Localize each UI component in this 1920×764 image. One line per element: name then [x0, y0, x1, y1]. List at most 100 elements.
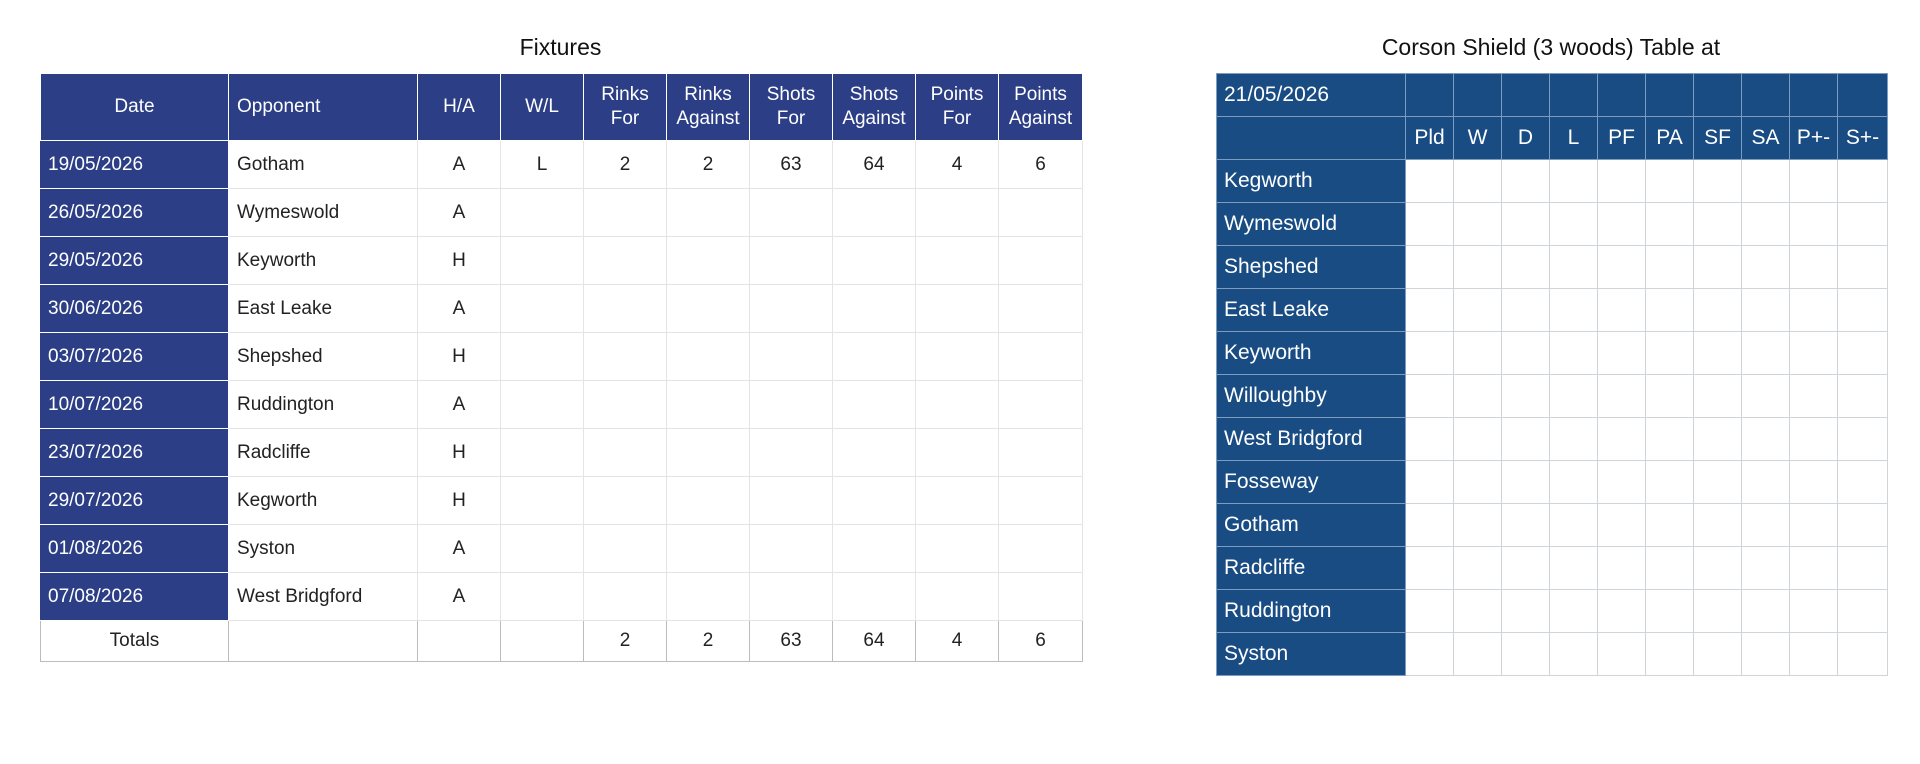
league-stat-cell: [1693, 288, 1742, 332]
league-header-blank: [1693, 73, 1742, 117]
league-stat-cell: [1501, 288, 1550, 332]
column-header-line: For: [610, 108, 640, 129]
league-stat-cell: [1645, 202, 1694, 246]
league-stat-cell: [1789, 503, 1838, 547]
fixture-points-against: [998, 236, 1083, 285]
league-team-row: Gotham: [1216, 503, 1888, 547]
fixture-rinks-for: [583, 476, 667, 525]
league-stat-cell: [1549, 417, 1598, 461]
league-stat-cell: [1837, 288, 1888, 332]
league-header-blank: [1501, 73, 1550, 117]
column-header-line: Shots: [766, 84, 816, 105]
fixture-opponent: Gotham: [228, 140, 418, 189]
league-team-name: Syston: [1216, 632, 1406, 676]
fixture-date: 19/05/2026: [40, 140, 229, 189]
fixture-ha: H: [417, 476, 501, 525]
league-column-header: W: [1453, 116, 1502, 160]
fixture-shots-against: [832, 476, 916, 525]
fixture-shots-against: 64: [832, 140, 916, 189]
league-stat-cell: [1693, 417, 1742, 461]
league-stat-cell: [1405, 202, 1454, 246]
league-stat-cell: [1789, 245, 1838, 289]
fixture-ha: A: [417, 140, 501, 189]
league-stat-cell: [1453, 503, 1502, 547]
league-date: 21/05/2026: [1216, 73, 1406, 117]
fixture-points-for: [915, 236, 999, 285]
league-header-blank: [1837, 73, 1888, 117]
league-stat-cell: [1741, 202, 1790, 246]
league-team-row: Radcliffe: [1216, 546, 1888, 590]
league-stat-cell: [1453, 632, 1502, 676]
fixture-row: 03/07/2026 Shepshed H: [40, 332, 1083, 381]
totals-shots-for: 63: [749, 620, 833, 662]
league-stat-cell: [1501, 374, 1550, 418]
fixture-date: 30/06/2026: [40, 284, 229, 333]
league-stat-cell: [1597, 202, 1646, 246]
fixture-shots-for: [749, 572, 833, 621]
column-header-line: Rinks: [684, 84, 732, 105]
league-stat-cell: [1597, 245, 1646, 289]
league-stat-cell: [1645, 288, 1694, 332]
league-stat-cell: [1645, 632, 1694, 676]
fixture-points-for: 4: [915, 140, 999, 189]
league-team-row: Keyworth: [1216, 331, 1888, 375]
league-stat-cell: [1693, 374, 1742, 418]
fixture-rinks-against: [666, 284, 750, 333]
league-stat-cell: [1741, 503, 1790, 547]
league-stat-cell: [1789, 331, 1838, 375]
league-header-blank: [1453, 73, 1502, 117]
league-stat-cell: [1693, 460, 1742, 504]
fixture-points-against: [998, 332, 1083, 381]
fixture-shots-for: [749, 236, 833, 285]
league-stat-cell: [1597, 331, 1646, 375]
league-team-name: Shepshed: [1216, 245, 1406, 289]
league-stat-cell: [1837, 503, 1888, 547]
fixture-shots-against: [832, 524, 916, 573]
league-stat-cell: [1501, 159, 1550, 203]
column-header-line: Opponent: [237, 96, 321, 117]
column-header-line: For: [942, 108, 972, 129]
column-header: Shots For: [749, 73, 833, 141]
fixture-opponent: Kegworth: [228, 476, 418, 525]
league-team-row: West Bridgford: [1216, 417, 1888, 461]
fixture-wl: [500, 572, 584, 621]
fixture-wl: L: [500, 140, 584, 189]
league-stat-cell: [1837, 245, 1888, 289]
fixture-rinks-against: [666, 188, 750, 237]
fixture-wl: [500, 332, 584, 381]
fixture-shots-for: [749, 428, 833, 477]
league-stat-cell: [1405, 460, 1454, 504]
league-team-name: Keyworth: [1216, 331, 1406, 375]
league-stat-cell: [1453, 159, 1502, 203]
league-stat-cell: [1405, 417, 1454, 461]
league-stat-cell: [1693, 245, 1742, 289]
column-header: Date: [40, 73, 229, 141]
fixture-rinks-against: [666, 332, 750, 381]
totals-points-against: 6: [998, 620, 1083, 662]
league-stat-cell: [1789, 589, 1838, 633]
league-stat-cell: [1453, 331, 1502, 375]
fixture-rinks-for: [583, 428, 667, 477]
league-stat-cell: [1453, 202, 1502, 246]
fixture-ha: A: [417, 524, 501, 573]
league-stat-cell: [1837, 417, 1888, 461]
fixtures-title: Fixtures: [519, 34, 602, 60]
league-stat-cell: [1741, 245, 1790, 289]
league-stat-cell: [1837, 460, 1888, 504]
league-stat-cell: [1501, 589, 1550, 633]
league-stat-cell: [1789, 632, 1838, 676]
fixture-opponent: Syston: [228, 524, 418, 573]
league-stat-cell: [1597, 546, 1646, 590]
fixture-opponent: Wymeswold: [228, 188, 418, 237]
league-column-header: SA: [1741, 116, 1790, 160]
fixture-ha: H: [417, 236, 501, 285]
league-stat-cell: [1549, 159, 1598, 203]
league-stat-cell: [1453, 589, 1502, 633]
league-stat-cell: [1741, 331, 1790, 375]
league-stat-cell: [1837, 589, 1888, 633]
fixture-row: 10/07/2026 Ruddington A: [40, 380, 1083, 429]
fixture-rinks-for: 2: [583, 140, 667, 189]
totals-points-for: 4: [915, 620, 999, 662]
fixture-points-against: [998, 188, 1083, 237]
league-stat-cell: [1837, 632, 1888, 676]
